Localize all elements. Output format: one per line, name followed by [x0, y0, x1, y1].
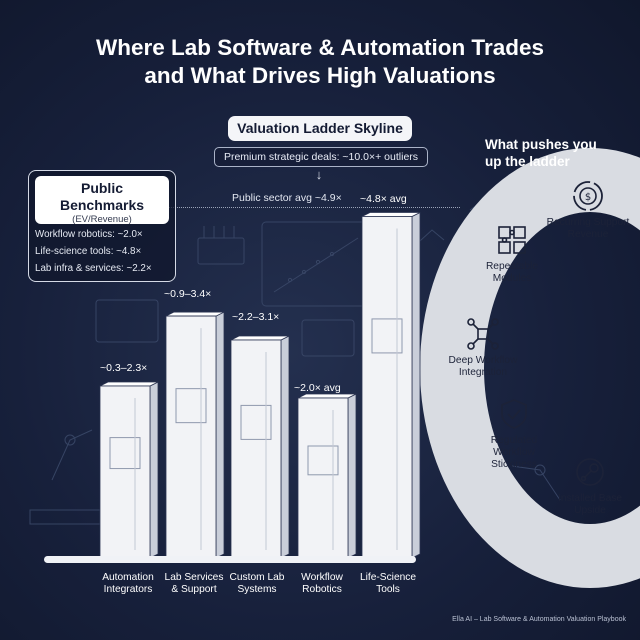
benchmarks-subtitle: (EV/Revenue) — [72, 214, 132, 225]
driver-label-line: Installed Base — [558, 493, 622, 504]
benchmark-row: Workflow robotics: ~2.0× — [35, 229, 143, 240]
driver-deep-workflow: Deep Workflow Integration — [440, 316, 526, 379]
benchmark-row: Life-science tools: ~4.8× — [35, 246, 142, 257]
sector-average-label: Public sector avg ~4.9× — [232, 192, 342, 204]
category-label: Automation Integrators — [90, 572, 166, 596]
drivers-title: What pushes you up the ladder — [485, 136, 597, 170]
category-label: Life-Science Tools — [350, 572, 426, 596]
category-label-line: Workflow — [301, 572, 343, 583]
drivers-title-line-2: up the ladder — [485, 154, 570, 169]
category-label-line: Custom Lab — [229, 572, 285, 583]
bar-value-label: ~2.0× avg — [294, 382, 341, 394]
down-arrow-icon: ↓ — [315, 167, 323, 182]
category-label: Lab Services & Support — [156, 572, 232, 596]
benchmarks-title-line-1: Public — [80, 180, 123, 196]
benchmark-row: Lab infra & services: ~2.2× — [35, 263, 152, 274]
drivers-title-line-1: What pushes you — [485, 137, 597, 152]
main-title: Where Lab Software & Automation Trades a… — [0, 34, 640, 90]
bar-4 — [297, 393, 357, 559]
driver-installed-base: Installed Base Upside — [550, 454, 630, 517]
puzzle-icon — [498, 226, 526, 254]
driver-label-line: Deep Workflow — [448, 355, 518, 366]
category-label-line: Integrators — [103, 584, 153, 595]
svg-text:$: $ — [585, 192, 591, 203]
benchmarks-title-line-2: Benchmarks — [59, 197, 145, 213]
driver-label-line: Stickiness — [491, 459, 537, 470]
bar-5 — [361, 211, 421, 559]
benchmarks-header: Public Benchmarks (EV/Revenue) — [35, 176, 169, 225]
shield-check-icon — [501, 399, 527, 429]
premium-deals-note: Premium strategic deals: ~10.0×+ outlier… — [214, 147, 428, 167]
public-benchmarks-box: Public Benchmarks (EV/Revenue) Workflow … — [28, 170, 176, 282]
driver-repeatable-modules: Repeatable Modules — [476, 222, 548, 285]
driver-label-line: Modules — [492, 273, 532, 284]
bar-3 — [230, 335, 290, 559]
bar-value-label: ~0.3–2.3× — [100, 362, 148, 374]
category-label-line: Automation — [102, 572, 154, 583]
bar-value-label: ~2.2–3.1× — [232, 311, 280, 323]
driver-regulated-stickiness: Regulated Workflow Stickiness — [478, 396, 550, 471]
bar-value-label: ~0.9–3.4× — [164, 288, 212, 300]
benchmarks-title: Public Benchmarks — [35, 176, 169, 214]
sector-average-line — [100, 207, 460, 208]
workflow-icon — [467, 318, 499, 350]
driver-label-line: Repeatable — [485, 261, 539, 272]
title-line-2: and What Drives High Valuations — [144, 63, 496, 88]
category-label-line: Tools — [376, 584, 400, 595]
chart-baseline — [44, 556, 416, 563]
driver-label-line: Revenue — [567, 229, 609, 240]
category-label-line: & Support — [171, 584, 217, 595]
category-label-line: Life-Science — [359, 572, 417, 583]
bar-2 — [165, 311, 225, 559]
category-label-line: Lab Services — [164, 572, 224, 583]
driver-label-line: Integration — [458, 367, 508, 378]
bar-1 — [99, 381, 159, 559]
driver-label-line: Recurring Support — [546, 217, 630, 228]
category-label: Workflow Robotics — [288, 572, 356, 596]
driver-label-line: Upside — [574, 505, 606, 516]
recurring-revenue-icon: $ — [573, 181, 603, 211]
wrench-gear-icon — [576, 458, 604, 486]
ladder-title-pill: Valuation Ladder Skyline — [228, 116, 412, 141]
bar-value-label: ~4.8× avg — [360, 193, 407, 205]
category-label-line: Systems — [237, 584, 277, 595]
title-line-1: Where Lab Software & Automation Trades — [96, 35, 544, 60]
driver-label-line: Regulated — [490, 435, 538, 446]
footer-credit: Ella AI – Lab Software & Automation Valu… — [452, 616, 626, 623]
category-label-line: Robotics — [302, 584, 342, 595]
category-label: Custom Lab Systems — [221, 572, 293, 596]
driver-recurring-revenue: $ Recurring Support Revenue — [540, 178, 636, 241]
driver-label-line: Workflow — [493, 447, 535, 458]
